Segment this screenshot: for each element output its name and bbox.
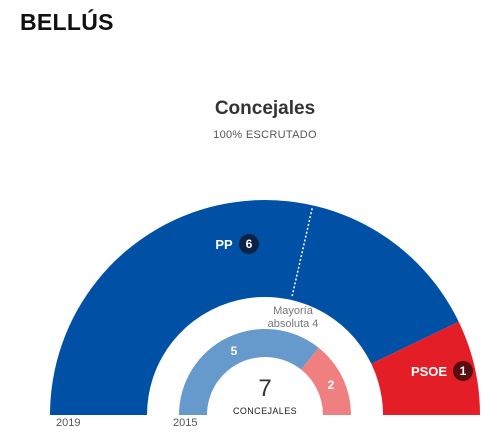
majority-label-line2: absoluta 4 [268,318,319,330]
seat-count-psoe: 1 [460,364,467,378]
majority-label-line1: Mayoría [273,305,314,317]
total-seats-label: CONCEJALES [233,406,297,416]
seat-count-pp: 6 [246,237,253,251]
outer-ring-2019 [50,200,480,415]
inner-ring-2015 [179,329,351,415]
seat-badge-pp [239,234,259,254]
inner-value-pp: 5 [231,344,238,358]
series-label-2015: 2015 [173,417,197,429]
chart-title: Concejales [214,98,316,119]
slice-2015-psoe [301,347,351,415]
inner-value-psoe: 2 [328,378,335,392]
slice-2019-pp [50,200,459,415]
page-title: BELLÚS [20,9,114,35]
slice-2019-psoe [371,321,480,415]
chart-subtitle: 100% ESCRUTADO [213,129,317,141]
party-label-pp: PP [215,237,233,252]
seat-badge-psoe [453,361,473,381]
party-label-psoe: PSOE [411,364,447,379]
total-seats: 7 [258,375,271,402]
slice-2015-pp [179,329,319,415]
majority-line [291,208,313,297]
series-label-2019: 2019 [56,417,80,429]
